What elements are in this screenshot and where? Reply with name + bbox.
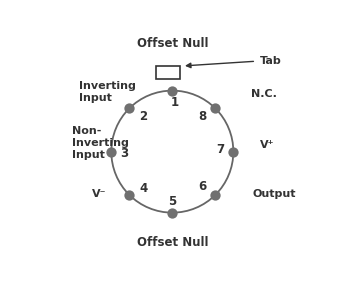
Text: 7: 7: [216, 143, 225, 156]
Text: 1: 1: [170, 96, 179, 109]
Point: [109, 149, 114, 154]
Text: Inverting
Input: Inverting Input: [79, 80, 135, 103]
Point: [170, 210, 175, 215]
Point: [126, 106, 132, 111]
Bar: [156, 66, 180, 79]
Text: Offset Null: Offset Null: [136, 235, 208, 248]
Text: 4: 4: [139, 182, 147, 195]
Point: [213, 106, 218, 111]
Text: Offset Null: Offset Null: [136, 37, 208, 50]
Text: 6: 6: [199, 179, 207, 192]
Text: V⁺: V⁺: [260, 140, 274, 150]
Text: Output: Output: [253, 189, 296, 199]
Point: [231, 149, 236, 154]
Text: N.C.: N.C.: [251, 89, 277, 99]
Text: 8: 8: [199, 110, 207, 123]
Text: V⁻: V⁻: [92, 189, 106, 199]
Point: [213, 192, 218, 197]
Text: 2: 2: [139, 110, 147, 123]
Text: Tab: Tab: [260, 56, 281, 66]
Text: 3: 3: [120, 147, 128, 160]
Text: Non-
Inverting
Input: Non- Inverting Input: [72, 126, 129, 160]
Text: 5: 5: [168, 195, 177, 208]
Point: [126, 192, 132, 197]
Point: [170, 88, 175, 93]
